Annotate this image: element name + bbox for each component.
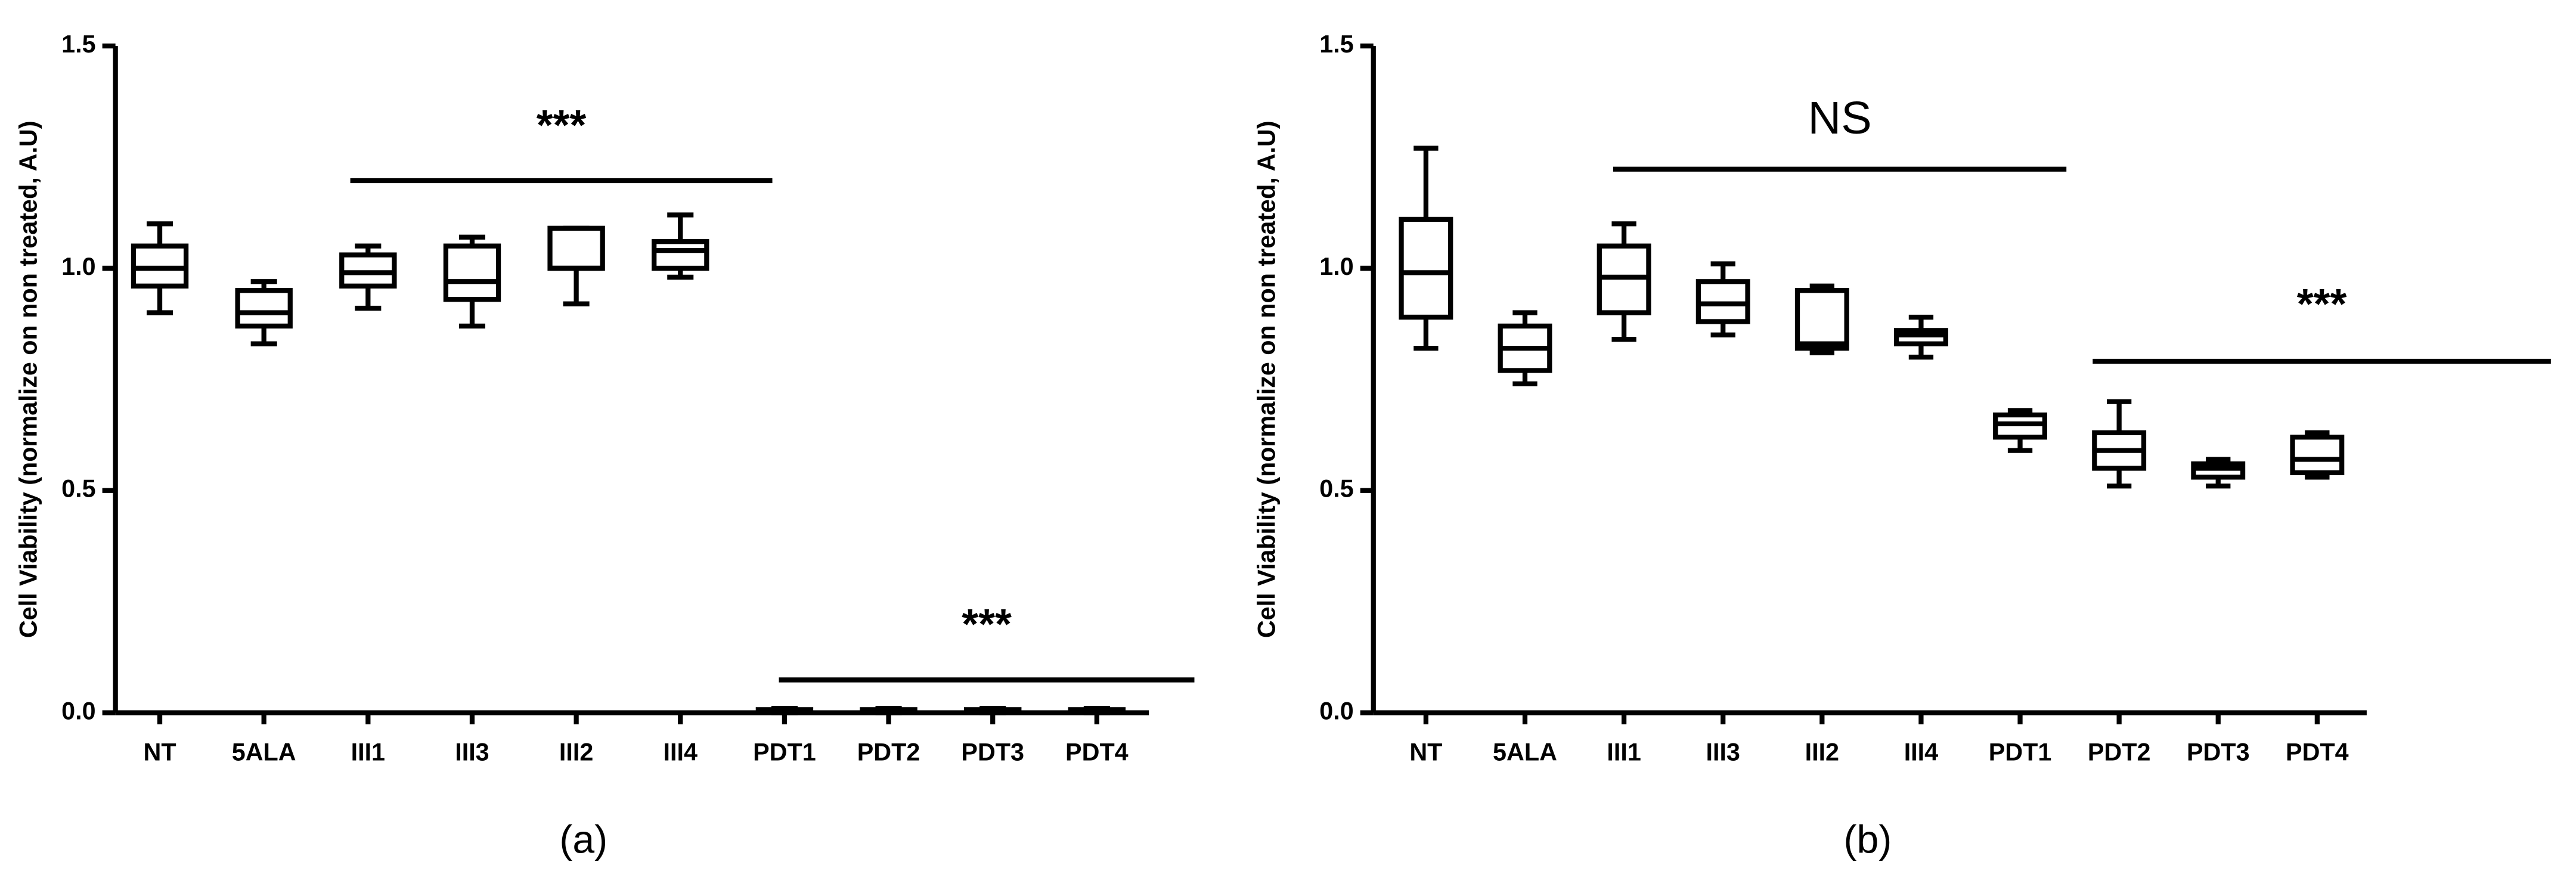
y-tick-label: 1.0 [61,253,95,280]
box [547,225,605,271]
x-tick-label: NT [1409,738,1442,766]
annotation: *** [2297,280,2347,328]
x-tick-label: III2 [559,738,593,766]
x-tick-label: III4 [664,738,698,766]
x-tick-label: PDT4 [2286,738,2349,766]
y-axis-title: Cell Viability (normalize on non treated… [1253,120,1280,638]
x-tick-label: PDT3 [2187,738,2250,766]
x-tick-label: PDT3 [961,738,1024,766]
box [1399,216,1453,320]
y-tick-label: 0.0 [61,697,95,724]
y-tick-label: 1.5 [61,30,95,58]
y-tick-label: 1.0 [1319,253,1353,280]
x-tick-label: 5ALA [1493,738,1557,766]
annotation: *** [962,600,1012,648]
y-axis-title: Cell Viability (normalize on non treated… [14,120,42,638]
x-tick-label: PDT1 [1989,738,2052,766]
x-tick-label: III3 [455,738,489,766]
panel-label: (b) [1844,818,1892,862]
x-tick-label: PDT2 [2088,738,2151,766]
y-tick-label: 0.5 [1319,475,1353,503]
x-tick-label: PDT1 [753,738,816,766]
box [235,288,293,329]
x-tick-label: III1 [1607,738,1641,766]
annotation: *** [537,101,587,149]
x-tick-label: III2 [1805,738,1839,766]
x-tick-label: PDT4 [1065,738,1129,766]
y-tick-label: 0.0 [1319,697,1353,724]
box [652,239,709,271]
x-tick-label: 5ALA [232,738,296,766]
box [1794,288,1849,351]
x-tick-label: III3 [1706,738,1740,766]
box [443,243,501,302]
y-tick-label: 0.5 [61,475,95,503]
x-tick-label: NT [143,738,176,766]
y-tick-label: 1.5 [1319,30,1353,58]
x-tick-label: III1 [351,738,385,766]
x-tick-label: III4 [1904,738,1938,766]
annotation: NS [1808,92,1872,144]
panel-label: (a) [559,818,607,862]
x-tick-label: PDT2 [857,738,920,766]
box [2290,435,2345,476]
